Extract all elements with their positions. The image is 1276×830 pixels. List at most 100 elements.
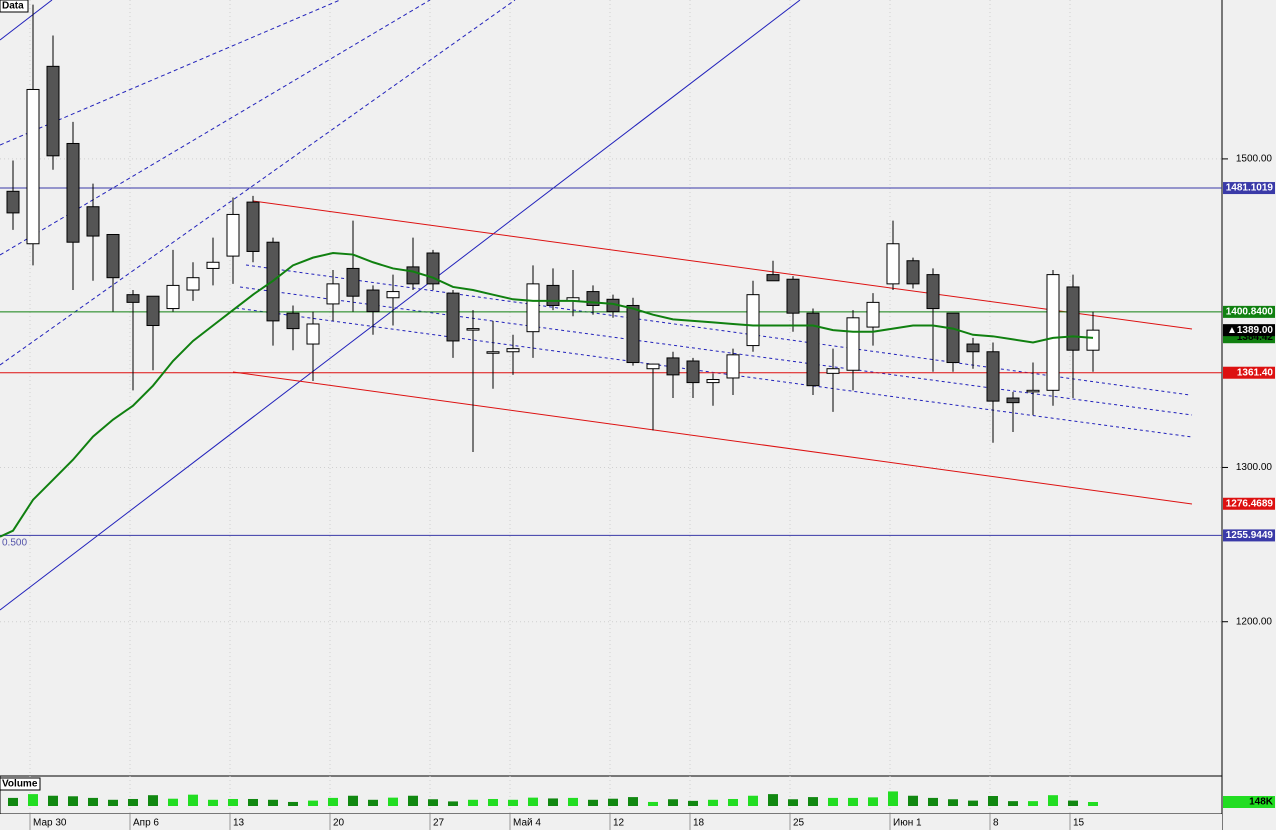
- volume-bar: [188, 794, 198, 806]
- candle-body: [1046, 274, 1060, 391]
- volume-bar: [948, 799, 958, 806]
- x-tick-label: 25: [793, 818, 805, 829]
- volume-bar: [668, 799, 678, 806]
- x-tick-label: 15: [1073, 818, 1085, 829]
- candle-body: [966, 343, 980, 353]
- candle-body: [106, 233, 120, 279]
- fib-label: 0.500: [2, 538, 27, 549]
- y-tick-label: 1500.00: [1236, 154, 1273, 165]
- x-tick-label: 12: [613, 818, 625, 829]
- volume-label: Volume: [2, 779, 38, 790]
- price-label: 1389.00: [1237, 325, 1274, 336]
- volume-bar: [808, 797, 818, 806]
- trend-line: [0, 0, 431, 256]
- candle-body: [406, 266, 420, 285]
- volume-bar: [988, 796, 998, 806]
- candle-body: [866, 301, 880, 328]
- volume-bar: [508, 799, 518, 806]
- price-marker: ▲: [1227, 325, 1237, 336]
- channel-line: [252, 200, 1193, 330]
- volume-bar: [108, 799, 118, 806]
- candle-body: [1066, 286, 1080, 351]
- volume-bar: [428, 799, 438, 806]
- volume-bar: [688, 800, 698, 806]
- candle-body: [166, 284, 180, 310]
- candle-body: [526, 283, 540, 333]
- candle-body: [786, 278, 800, 314]
- volume-panel: [0, 775, 1223, 815]
- candle-body: [726, 354, 740, 379]
- price-label: 1400.8400: [1226, 307, 1274, 318]
- volume-bar: [628, 797, 638, 806]
- volume-bar: [608, 798, 618, 806]
- volume-bar: [368, 799, 378, 806]
- candle-body: [466, 328, 480, 331]
- volume-bar: [768, 794, 778, 806]
- price-label-box: [1223, 305, 1275, 318]
- price-label-box: [1223, 529, 1275, 542]
- panel-label: Data: [2, 1, 24, 12]
- volume-bar: [788, 799, 798, 806]
- trend-line: [0, 0, 53, 41]
- volume-bar: [1068, 800, 1078, 806]
- x-tick-label: 20: [333, 818, 345, 829]
- candle-body: [846, 317, 860, 371]
- candle-body: [446, 292, 460, 342]
- volume-bar: [888, 791, 898, 806]
- price-label: 1481.1019: [1226, 183, 1274, 194]
- panel-label-box: [0, 777, 41, 791]
- candle-body: [26, 88, 40, 245]
- volume-bar: [1028, 801, 1038, 806]
- volume-bar: [1048, 795, 1058, 806]
- price-label: 1276.4689: [1226, 498, 1274, 509]
- x-tick-label: 13: [233, 818, 245, 829]
- price-label-box: [1223, 324, 1275, 337]
- volume-bar: [928, 797, 938, 806]
- volume-bar: [568, 797, 578, 806]
- candle-body: [1026, 389, 1040, 393]
- candle-body: [546, 284, 560, 306]
- candle-body: [346, 267, 360, 297]
- volume-bar: [288, 801, 298, 806]
- volume-bar: [528, 797, 538, 806]
- candle-body: [666, 357, 680, 376]
- volume-bar: [548, 798, 558, 806]
- volume-bar: [488, 798, 498, 806]
- price-label-box: [1223, 497, 1275, 510]
- volume-bar: [228, 798, 238, 806]
- candle-body: [226, 213, 240, 257]
- candle-body: [926, 274, 940, 310]
- volume-bar: [328, 797, 338, 806]
- volume-bar: [28, 794, 38, 806]
- volume-bar: [968, 800, 978, 806]
- candle-body: [946, 312, 960, 364]
- candle-body: [6, 190, 20, 214]
- candle-body: [686, 360, 700, 384]
- candle-body: [806, 312, 820, 387]
- panel-label-box: [0, 0, 29, 13]
- candle-body: [386, 291, 400, 299]
- volume-bar: [68, 796, 78, 806]
- volume-bar: [1088, 802, 1098, 806]
- candle-body: [1006, 397, 1020, 404]
- moving-average: [0, 252, 1094, 538]
- x-tick-label: Июн 1: [893, 818, 922, 829]
- candle-body: [746, 294, 760, 347]
- volume-bar: [88, 797, 98, 806]
- candle-body: [286, 312, 300, 330]
- x-tick-label: 27: [433, 818, 445, 829]
- price-label: 1255.9449: [1226, 530, 1274, 541]
- candle-body: [826, 368, 840, 374]
- trend-line: [0, 0, 341, 146]
- volume-bar: [128, 798, 138, 806]
- candle-body: [86, 206, 100, 237]
- channel-line: [232, 371, 1193, 505]
- x-tick-label: Мар 30: [33, 818, 67, 829]
- volume-bar: [728, 798, 738, 806]
- candle-body: [766, 274, 780, 282]
- volume-bar: [308, 800, 318, 806]
- x-tick-label: Апр 6: [133, 818, 159, 829]
- volume-bar: [468, 799, 478, 806]
- volume-bar: [448, 801, 458, 806]
- price-axis: [1222, 0, 1276, 830]
